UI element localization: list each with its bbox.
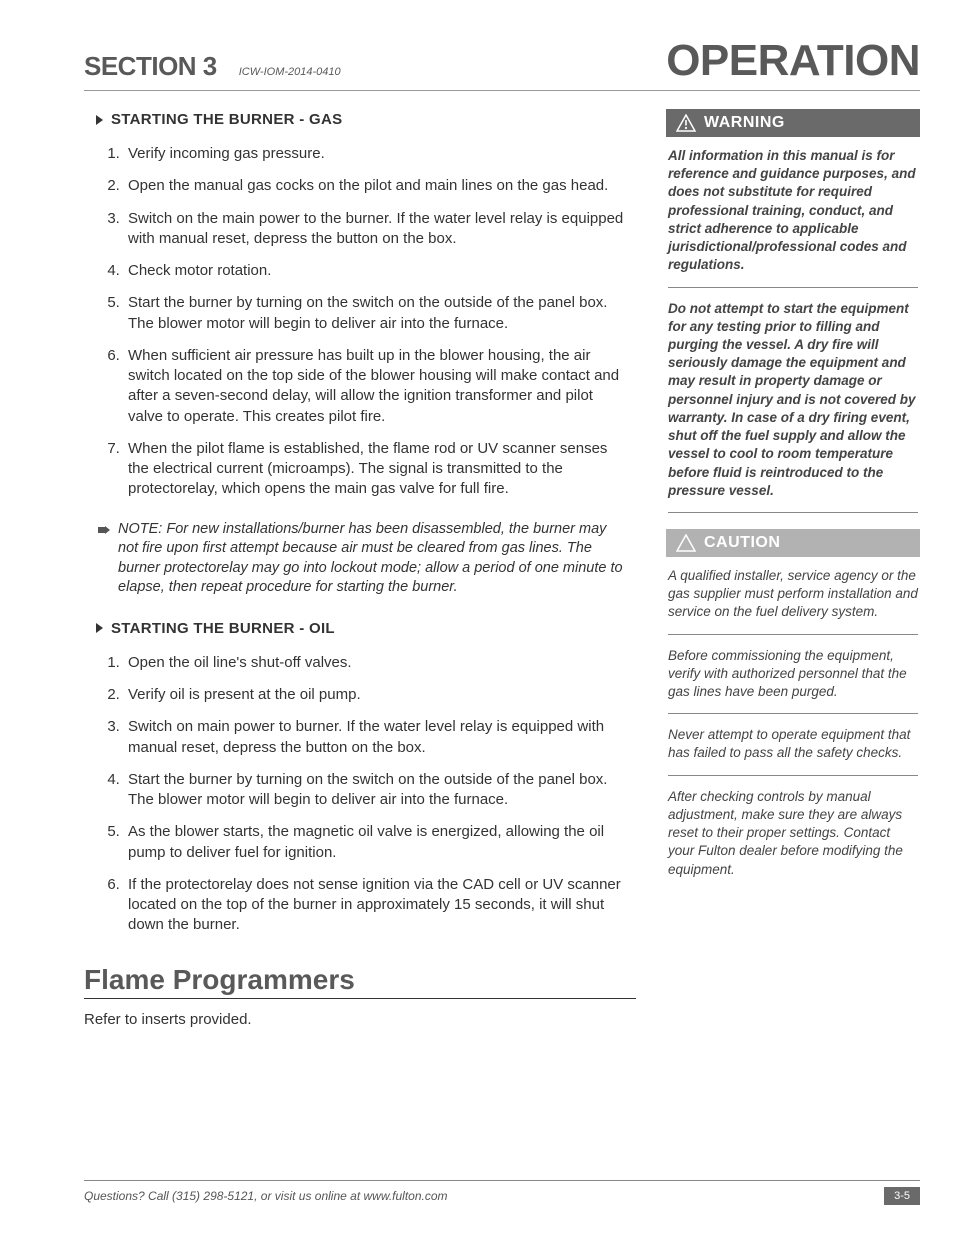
list-item: When the pilot flame is established, the… — [124, 433, 624, 506]
warning-body: All information in this manual is for re… — [666, 137, 920, 513]
subhead-starting-gas: STARTING THE BURNER - GAS — [96, 111, 638, 128]
caution-head: CAUTION — [666, 529, 920, 557]
oil-steps-list: Open the oil line's shut-off valves. Ver… — [124, 647, 638, 942]
caution-label: CAUTION — [704, 534, 780, 552]
footer-text: Questions? Call (315) 298-5121, or visit… — [84, 1189, 448, 1203]
caution-body: A qualified installer, service agency or… — [666, 557, 920, 891]
list-item: Verify incoming gas pressure. — [124, 138, 624, 170]
note-arrow-icon — [98, 525, 108, 535]
caution-para: Before commissioning the equipment, veri… — [668, 647, 918, 715]
triangle-bullet-icon — [96, 623, 103, 633]
page-number-badge: 3-5 — [884, 1187, 920, 1205]
gas-steps-list: Verify incoming gas pressure. Open the m… — [124, 138, 638, 506]
caution-para: A qualified installer, service agency or… — [668, 567, 918, 635]
caution-para: Never attempt to operate equipment that … — [668, 726, 918, 775]
triangle-bullet-icon — [96, 115, 103, 125]
caution-box: CAUTION A qualified installer, service a… — [666, 529, 920, 891]
list-item: Start the burner by turning on the switc… — [124, 764, 624, 817]
list-item: When sufficient air pressure has built u… — [124, 340, 624, 433]
list-item: Verify oil is present at the oil pump. — [124, 679, 624, 711]
note-row: NOTE: For new installations/burner has b… — [98, 520, 628, 598]
subhead-text: STARTING THE BURNER - GAS — [111, 111, 342, 128]
section-label: SECTION 3 — [84, 51, 217, 82]
warning-para: Do not attempt to start the equipment fo… — [668, 300, 918, 513]
warning-head: WARNING — [666, 109, 920, 137]
main-column: STARTING THE BURNER - GAS Verify incomin… — [84, 109, 638, 1028]
subhead-starting-oil: STARTING THE BURNER - OIL — [96, 620, 638, 637]
warning-triangle-icon — [676, 114, 696, 132]
page-title: OPERATION — [666, 36, 920, 86]
list-item: Switch on main power to burner. If the w… — [124, 711, 624, 764]
h2-flame-programmers: Flame Programmers — [84, 964, 636, 999]
header-left: SECTION 3 ICW-IOM-2014-0410 — [84, 51, 341, 82]
note-text: NOTE: For new installations/burner has b… — [118, 520, 628, 598]
list-item: Switch on the main power to the burner. … — [124, 203, 624, 256]
warning-label: WARNING — [704, 114, 785, 132]
caution-para: After checking controls by manual adjust… — [668, 788, 918, 891]
page-footer: Questions? Call (315) 298-5121, or visit… — [84, 1180, 920, 1205]
warning-box: WARNING All information in this manual i… — [666, 109, 920, 513]
warning-para: All information in this manual is for re… — [668, 147, 918, 288]
list-item: Check motor rotation. — [124, 255, 624, 287]
list-item: Open the oil line's shut-off valves. — [124, 647, 624, 679]
list-item: Open the manual gas cocks on the pilot a… — [124, 170, 624, 202]
doc-code: ICW-IOM-2014-0410 — [239, 66, 341, 78]
list-item: As the blower starts, the magnetic oil v… — [124, 816, 624, 869]
list-item: If the protectorelay does not sense igni… — [124, 869, 624, 942]
caution-triangle-icon — [676, 534, 696, 552]
side-column: WARNING All information in this manual i… — [666, 109, 920, 1028]
page-header: SECTION 3 ICW-IOM-2014-0410 OPERATION — [84, 36, 920, 91]
subhead-text: STARTING THE BURNER - OIL — [111, 620, 335, 637]
flame-body: Refer to inserts provided. — [84, 1011, 638, 1028]
columns: STARTING THE BURNER - GAS Verify incomin… — [84, 109, 920, 1028]
list-item: Start the burner by turning on the switc… — [124, 287, 624, 340]
